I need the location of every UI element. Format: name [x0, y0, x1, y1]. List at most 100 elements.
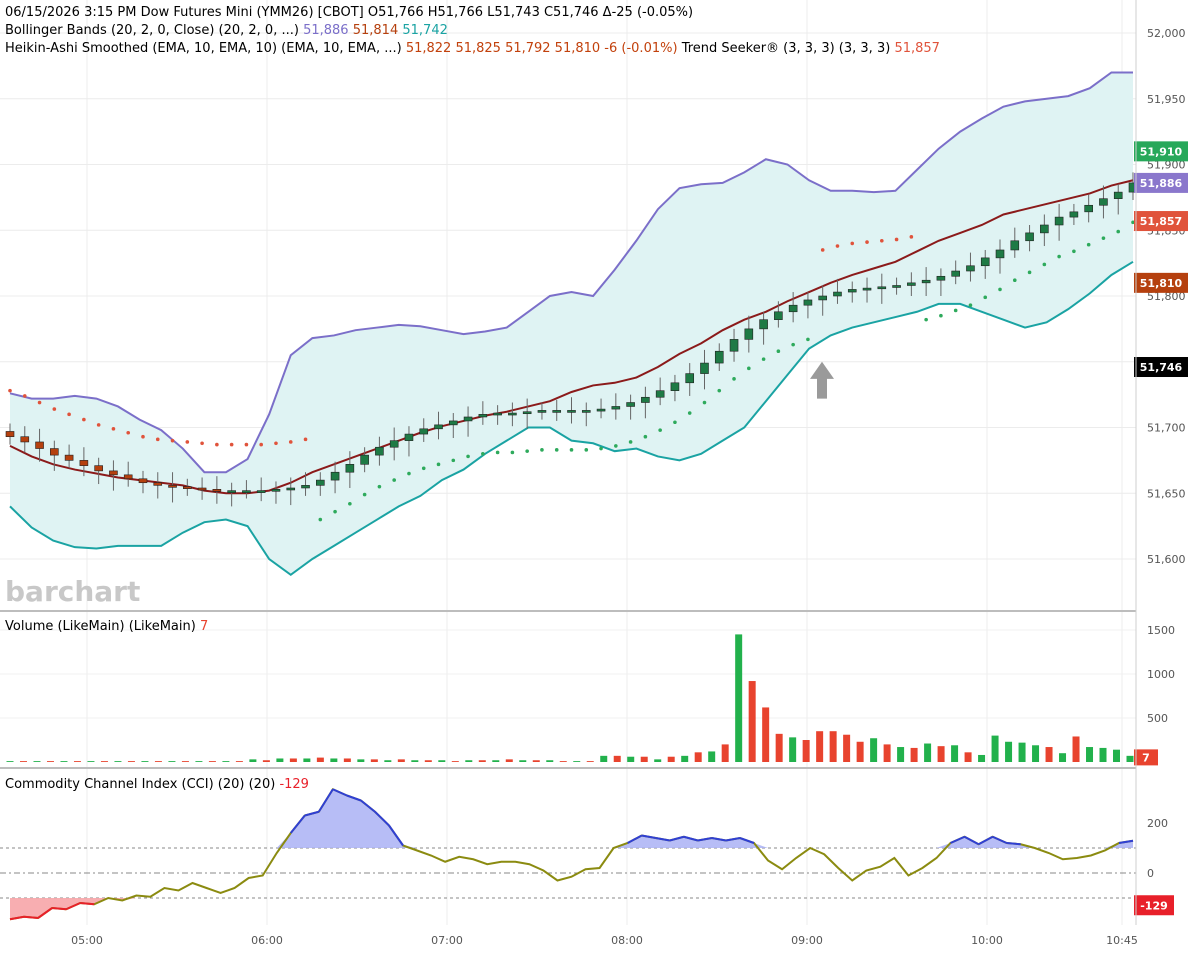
cci-line-positive	[978, 835, 994, 846]
heikin-ashi-candle	[493, 412, 502, 416]
price-label-bg	[1134, 172, 1188, 193]
heikin-ashi-candle	[404, 433, 414, 441]
trend-seeker-dot	[1101, 236, 1106, 240]
heikin-ashi-candle	[744, 328, 754, 340]
trend-seeker-dot	[732, 377, 736, 381]
volume-bar	[33, 761, 41, 762]
volume-bar	[681, 755, 689, 762]
heikin-ashi-candle	[1084, 204, 1093, 213]
volume-label-bg	[1134, 749, 1158, 766]
volume-bar	[1045, 747, 1053, 762]
price-label-box: 51,810	[1134, 272, 1188, 293]
trend-seeker-dot	[599, 446, 603, 451]
trend-seeker-dot	[702, 400, 707, 405]
heikin-ashi-candle	[803, 299, 813, 306]
heikin-ashi-candle	[567, 410, 576, 413]
trend-seeker-dot	[1042, 262, 1047, 267]
heikin-ashi-candle	[980, 257, 990, 267]
volume-bar	[964, 752, 972, 762]
volume-bar	[397, 759, 405, 762]
volume-bar	[1059, 753, 1067, 762]
heikin-ashi-candle	[552, 410, 562, 413]
volume-bar	[748, 681, 756, 762]
trend-seeker-dot	[1027, 270, 1032, 275]
heikin-ashi-candle	[286, 487, 296, 491]
trend-seeker-dot	[333, 509, 337, 514]
cci-line	[9, 787, 1134, 921]
trend-seeker-dot	[717, 388, 722, 393]
trend-seeker-dot	[835, 244, 840, 248]
price-tick-label: 52,000	[1147, 27, 1186, 40]
heikin-ashi-candle	[833, 291, 842, 297]
heikin-ashi-candle	[434, 424, 443, 430]
trend-seeker-dot	[614, 444, 618, 448]
volume-bar	[708, 751, 716, 762]
volume-bar	[924, 743, 932, 762]
trend-seeker-dot	[761, 357, 766, 361]
trend-seeker-dot	[776, 349, 781, 354]
volume-bar	[937, 746, 945, 762]
volume-bar	[370, 759, 378, 762]
volume-bar	[1113, 749, 1121, 762]
trend-seeker-dot	[274, 441, 278, 446]
heikin-ashi-candle	[774, 311, 783, 320]
heikin-ashi-candle	[581, 410, 591, 413]
trend-seeker-dot	[215, 442, 219, 447]
trend-seeker-dot	[229, 442, 234, 447]
heikin-ashi-legend: Heikin-Ashi Smoothed (EMA, 10, EMA, 10) …	[5, 41, 940, 56]
cci-line-positive	[360, 799, 376, 813]
cci-line-positive	[655, 837, 670, 842]
heikin-ashi-candle	[862, 287, 872, 291]
trend-seeker-dot	[658, 428, 662, 432]
volume-bar	[127, 761, 135, 762]
trend-seeker-dot	[421, 466, 426, 471]
volume-bar	[789, 737, 797, 762]
heikin-ashi-candle	[360, 454, 369, 465]
trend-seeker-dot	[155, 437, 160, 442]
volume-bar	[775, 733, 783, 762]
volume-bar	[289, 758, 297, 762]
cci-line-positive	[346, 794, 362, 802]
heikin-ashi-candle	[759, 319, 768, 330]
trend-seeker-dot	[362, 492, 367, 497]
trend-seeker-dot	[244, 442, 249, 447]
cci-line-positive	[1118, 839, 1134, 844]
heikin-ashi-candle	[700, 362, 709, 374]
cci-line-positive	[739, 837, 755, 844]
trend-seeker-dot	[466, 454, 470, 459]
volume-bar	[627, 756, 635, 762]
trend-seeker-dot	[894, 237, 899, 242]
trend-seeker-dot	[643, 434, 648, 439]
volume-bar	[654, 759, 662, 762]
cci-line-positive	[627, 834, 643, 844]
x-tick-label: 10:45	[1106, 934, 1138, 947]
cci-line-positive	[332, 788, 348, 797]
volume-bar	[586, 761, 594, 762]
heikin-ashi-candle	[463, 416, 473, 422]
volume-bar	[897, 747, 905, 762]
bollinger-fill	[10, 72, 1133, 575]
trend-seeker-dot	[436, 462, 441, 467]
trend-seeker-dot	[377, 484, 382, 489]
cci-label-text: -129	[1140, 899, 1168, 912]
trend-seeker-dot	[540, 448, 544, 452]
heikin-ashi-candle	[389, 440, 399, 448]
volume-bar	[357, 759, 365, 762]
trend-seeker-dot	[850, 241, 855, 246]
volume-bar	[330, 758, 338, 762]
trend-seeker-dot	[525, 449, 529, 453]
volume-bar	[802, 740, 810, 762]
trend-seeker-dot	[1131, 220, 1135, 225]
x-tick-label: 10:00	[971, 934, 1003, 947]
volume-bar	[883, 744, 891, 762]
price-label-text: 51,910	[1140, 145, 1183, 158]
heikin-ashi-candle	[818, 295, 827, 301]
volume-bar	[532, 760, 540, 762]
barchart-watermark: barchart	[5, 575, 140, 608]
volume-legend: Volume (LikeMain) (LikeMain) 7	[5, 619, 208, 634]
trend-seeker-dot	[200, 441, 204, 446]
heikin-ashi-candle	[168, 485, 177, 488]
trend-seeker-dot	[924, 317, 928, 322]
heikin-ashi-candle	[788, 304, 798, 313]
